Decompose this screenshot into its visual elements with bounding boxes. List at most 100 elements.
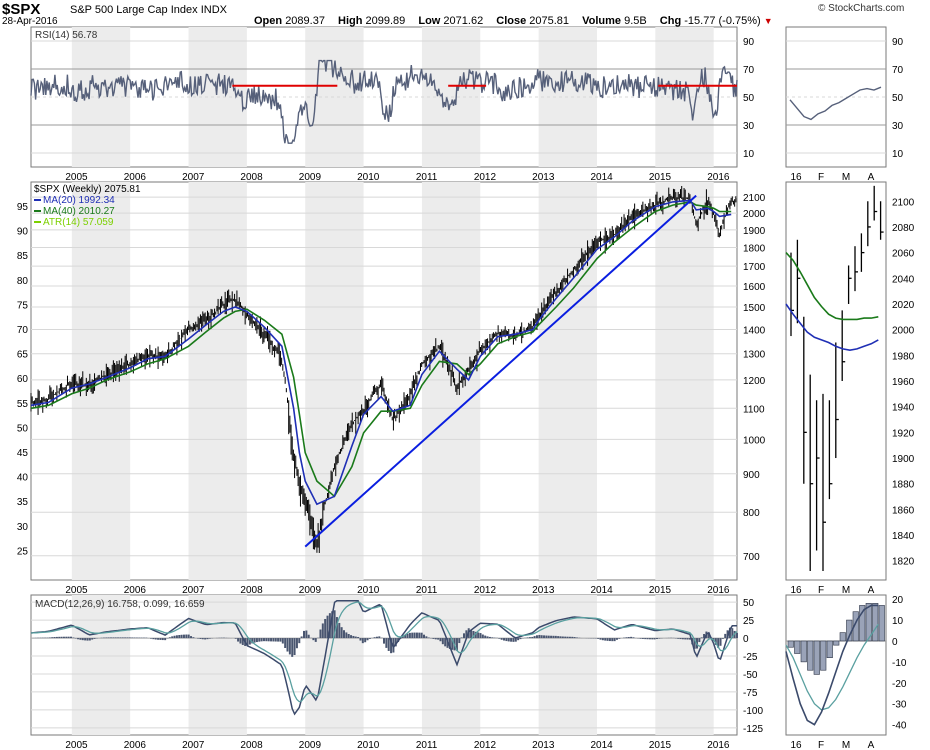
rsi-legend: RSI(14) 56.78 [35, 30, 98, 41]
macd-zoom-hist-bar [833, 640, 840, 646]
price-y-tick-left: 50 [17, 423, 29, 434]
macd-x-tick: 2014 [591, 740, 614, 750]
price-y-tick-right: 2100 [743, 193, 766, 204]
price-y-tick-left: 75 [17, 300, 29, 311]
macd-y-tick: -75 [743, 688, 758, 699]
rsi-zoom-y-tick: 10 [892, 149, 904, 160]
macd-y-tick: -50 [743, 670, 758, 681]
rsi-zoom-x-tick: M [842, 172, 850, 183]
rsi-x-tick: 2009 [299, 172, 322, 183]
price-zoom-y-tick: 1860 [892, 505, 915, 516]
macd-x-tick: 2015 [649, 740, 672, 750]
brand-watermark: © StockCharts.com [818, 3, 905, 14]
rsi-zoom-line [789, 86, 882, 121]
rsi-y-tick: 10 [743, 149, 755, 160]
macd-y-tick: -100 [743, 706, 763, 717]
rsi-series-line [30, 59, 738, 144]
macd-y-tick: 25 [743, 616, 755, 627]
price-y-tick-right: 1100 [743, 404, 765, 415]
price-zoom-y-tick: 2040 [892, 274, 915, 285]
macd-year-shade [538, 595, 597, 735]
price-x-tick: 2016 [707, 585, 730, 596]
symbol: $SPX [2, 1, 41, 18]
price-zoom-y-tick: 1920 [892, 428, 915, 439]
price-y-tick-left: 60 [17, 374, 29, 385]
rsi-zoom-y-tick: 70 [892, 65, 904, 76]
macd-zoom-y-tick: -40 [892, 721, 907, 732]
macd-zoom-y-tick: 20 [892, 595, 904, 606]
price-y-tick-right: 2000 [743, 209, 766, 220]
price-y-tick-left: 35 [17, 497, 29, 508]
macd-pane-frame [30, 594, 738, 736]
rsi-zoom-y-tick: 90 [892, 37, 904, 48]
macd-x-tick: 2011 [416, 740, 438, 750]
price-y-tick-right: 1000 [743, 435, 766, 446]
price-y-tick-right: 1200 [743, 376, 766, 387]
price-zoom-y-tick: 1880 [892, 480, 915, 491]
macd-zoom-hist-bar [839, 632, 846, 642]
macd-x-tick: 2005 [65, 740, 88, 750]
macd-zoom-x-tick: A [868, 740, 875, 750]
price-zoom-y-tick: 1940 [892, 403, 915, 414]
rsi-y-tick: 90 [743, 37, 755, 48]
macd-zoom-x-tick: 16 [790, 740, 802, 750]
rsi-zoom-y-tick: 30 [892, 121, 904, 132]
price-zoom-y-tick: 1900 [892, 454, 915, 465]
price-year-shade [188, 182, 247, 580]
macd-x-tick: 2006 [124, 740, 147, 750]
price-y-tick-right: 1300 [743, 350, 766, 361]
macd-x-tick: 2008 [240, 740, 263, 750]
price-x-tick: 2014 [591, 585, 614, 596]
ma40-zoom-line [785, 252, 879, 321]
rsi-x-tick: 2006 [124, 172, 147, 183]
price-x-tick: 2010 [357, 585, 380, 596]
macd-zoom-x-tick: M [842, 740, 850, 750]
down-arrow-icon: ▼ [763, 16, 773, 26]
macd-x-tick: 2007 [182, 740, 205, 750]
macd-y-tick: 50 [743, 598, 755, 609]
macd-zoom-hist-bar [878, 605, 885, 642]
price-y-tick-right: 900 [743, 470, 760, 481]
price-y-tick-left: 95 [17, 202, 29, 213]
macd-legend: MACD(12,26,9) 16.758, 0.099, 16.659 [35, 599, 205, 610]
price-y-tick-left: 70 [17, 325, 29, 336]
price-y-tick-right: 1600 [743, 282, 766, 293]
price-zoom-x-tick: A [868, 585, 875, 596]
price-y-tick-right: 1400 [743, 326, 766, 337]
quote-date: 28-Apr-2016 [2, 16, 58, 27]
macd-zoom-hist-bar [807, 640, 814, 671]
ma20-line [30, 199, 732, 506]
macd-x-tick: 2013 [532, 740, 555, 750]
price-x-tick: 2012 [474, 585, 497, 596]
price-zoom-y-tick: 1820 [892, 557, 915, 568]
price-x-tick: 2006 [124, 585, 147, 596]
macd-zoom-hist-bar [813, 640, 820, 675]
price-zoom-y-tick: 1840 [892, 531, 915, 542]
price-y-tick-right: 700 [743, 552, 760, 563]
price-x-tick: 2009 [299, 585, 322, 596]
price-y-tick-left: 40 [17, 473, 29, 484]
index-name: S&P 500 Large Cap Index INDX [70, 4, 227, 16]
price-y-tick-right: 1700 [743, 262, 766, 273]
macd-x-tick: 2012 [474, 740, 497, 750]
macd-zoom-hist-bar [794, 640, 801, 654]
macd-zoom-hist-bar [800, 640, 807, 663]
rsi-y-tick: 30 [743, 121, 755, 132]
rsi-y-tick: 70 [743, 65, 755, 76]
macd-zoom-line [785, 604, 879, 726]
price-y-tick-left: 80 [17, 276, 29, 287]
price-zoom-y-tick: 2060 [892, 249, 915, 260]
price-y-tick-left: 30 [17, 522, 29, 533]
price-zoom-y-tick: 2080 [892, 223, 915, 234]
price-x-tick: 2011 [416, 585, 438, 596]
macd-zoom-hist-bar [820, 640, 827, 671]
price-y-tick-right: 800 [743, 508, 760, 519]
rsi-x-tick: 2014 [591, 172, 614, 183]
price-x-tick: 2008 [240, 585, 263, 596]
macd-zoom-hist-bar [852, 611, 859, 642]
macd-zoom-y-tick: -10 [892, 658, 907, 669]
macd-zoom-hist-bar [859, 605, 866, 642]
support-trendline [304, 194, 697, 548]
price-zoom-y-tick: 1980 [892, 351, 915, 362]
